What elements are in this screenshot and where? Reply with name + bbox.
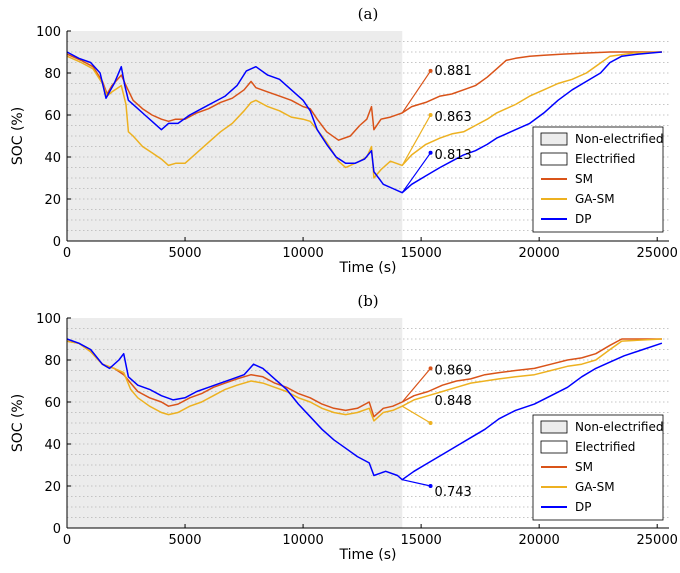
x-tick-label: 0 — [63, 533, 71, 548]
annotation-dot — [428, 113, 433, 117]
x-tick-label: 20000 — [518, 246, 559, 261]
x-axis-label: Time (s) — [339, 260, 397, 276]
x-tick-label: 0 — [63, 246, 71, 261]
annotation-pointer — [401, 114, 432, 166]
x-tick-label: 10000 — [282, 533, 323, 548]
y-tick-label: 60 — [44, 109, 61, 124]
legend-label: DP — [575, 500, 591, 514]
x-tick-label: 25000 — [637, 246, 678, 261]
annotation-pointer — [401, 152, 432, 194]
y-axis-label: SOC (%) — [10, 394, 26, 452]
x-tick-label: 10000 — [282, 246, 323, 261]
legend: Non-electrified Electrified SM GA-SM DP — [532, 126, 663, 233]
x-tick-label: 20000 — [518, 533, 559, 548]
legend-label: GA-SM — [575, 192, 615, 206]
x-axis-label: Time (s) — [339, 547, 397, 563]
series-line-sm — [66, 51, 662, 141]
series-line-dp — [66, 51, 662, 194]
x-tick-label: 25000 — [637, 533, 678, 548]
legend-label: SM — [575, 460, 593, 474]
y-tick-label: 40 — [44, 438, 61, 453]
y-tick-label: 40 — [44, 151, 61, 166]
y-tick-label: 0 — [53, 522, 61, 537]
legend: Non-electrified Electrified SM GA-SM DP — [532, 414, 663, 521]
annotation-dot — [428, 484, 433, 488]
legend-label: Non-electrified — [575, 132, 663, 146]
series-line-sm — [66, 338, 662, 418]
series-line-ga-sm — [66, 51, 662, 179]
y-tick-label: 100 — [36, 312, 61, 327]
annotation-value: 0.813 — [435, 148, 472, 163]
y-tick-label: 100 — [36, 25, 61, 40]
legend-label: Non-electrified — [575, 420, 663, 434]
annotation-dot — [428, 150, 433, 155]
annotation-pointer — [401, 368, 432, 403]
x-tick-label: 15000 — [400, 246, 441, 261]
y-axis-label: SOC (%) — [10, 107, 26, 165]
legend-swatch — [540, 440, 568, 454]
legend-label: GA-SM — [575, 480, 615, 494]
annotation-value: 0.863 — [435, 110, 472, 125]
annotation-pointer — [401, 70, 432, 114]
annotation-dot — [428, 421, 433, 425]
chart-panel-a: 0.881 0.863 0.813 0 20 40 60 80 100 0 5000 10000 150… — [10, 5, 678, 276]
legend-label: Electrified — [575, 440, 635, 454]
legend-swatch — [540, 152, 568, 166]
annotation-value: 0.848 — [435, 394, 472, 409]
annotation-value: 0.869 — [435, 363, 472, 378]
panel-title: (b) — [357, 292, 378, 310]
legend-swatch — [540, 132, 568, 146]
series-line-ga-sm — [66, 338, 662, 422]
x-tick-label: 5000 — [168, 533, 201, 548]
series-line-dp — [66, 338, 663, 481]
annotation-pointer — [401, 405, 431, 424]
legend-label: SM — [575, 172, 593, 186]
x-tick-label: 5000 — [168, 246, 201, 261]
chart-panel-b: 0.869 0.848 0.743 0 20 40 60 80 100 0 5000 10000 150… — [10, 292, 678, 563]
annotation-value: 0.743 — [435, 485, 472, 500]
y-tick-label: 20 — [44, 193, 61, 208]
y-tick-label: 80 — [44, 67, 61, 82]
legend-label: DP — [575, 212, 591, 226]
y-tick-label: 80 — [44, 354, 61, 369]
legend-label: Electrified — [575, 152, 635, 166]
y-tick-label: 60 — [44, 396, 61, 411]
y-tick-label: 20 — [44, 480, 61, 495]
legend-swatch — [540, 420, 568, 434]
non-electrified-region — [67, 318, 403, 528]
annotation-pointer — [402, 479, 431, 487]
x-tick-label: 15000 — [400, 533, 441, 548]
y-tick-label: 0 — [53, 235, 61, 250]
non-electrified-region — [67, 31, 403, 241]
annotation-dot — [428, 68, 433, 73]
annotation-value: 0.881 — [435, 64, 472, 79]
panel-title: (a) — [358, 5, 379, 23]
annotation-dot — [428, 366, 433, 371]
